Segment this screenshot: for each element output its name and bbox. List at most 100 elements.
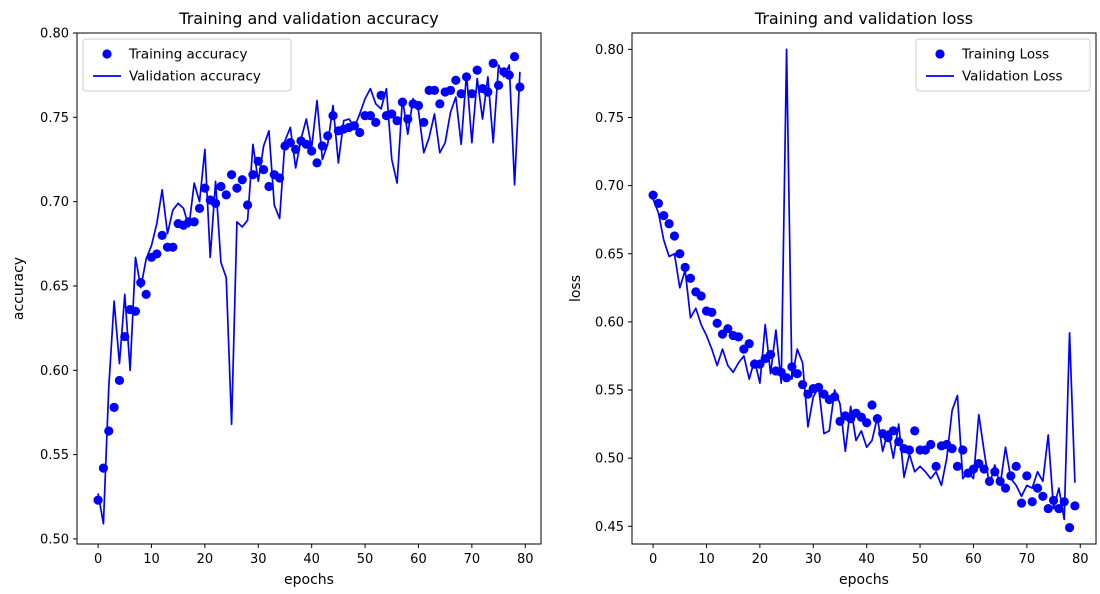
accuracy-training-point [365, 111, 376, 121]
accuracy-training-point [472, 65, 482, 75]
accuracy-training-point [259, 165, 269, 175]
accuracy-x-tick-label: 10 [143, 552, 160, 567]
loss-training-point [792, 369, 802, 379]
loss-series-validation-line [652, 48, 1076, 521]
accuracy-training-point [451, 75, 461, 85]
loss-training-point [659, 210, 669, 221]
loss-training-point [675, 249, 685, 259]
accuracy-training-point [189, 217, 199, 227]
accuracy-training-point [509, 52, 520, 62]
accuracy-x-tick-label: 70 [464, 552, 481, 567]
accuracy-y-tick-label: 0.75 [40, 111, 69, 126]
loss-legend-box [915, 38, 1091, 92]
loss-training-point [1064, 523, 1075, 533]
loss-legend: Training Loss Validation Loss [915, 38, 1091, 92]
loss-y-tick-label: 0.45 [595, 520, 624, 535]
loss-training-point [1000, 483, 1011, 493]
accuracy-training-point [371, 117, 381, 127]
accuracy-legend-label: Validation accuracy [129, 69, 261, 85]
accuracy-training-point [221, 190, 231, 200]
loss-chart: Training and validation loss 0 10 20 30 40 50 6… [568, 9, 1097, 588]
loss-training-point [1027, 497, 1037, 507]
accuracy-training-point [456, 89, 466, 99]
loss-y-tick-label: 0.60 [595, 315, 624, 330]
accuracy-x-tick-label: 80 [517, 552, 534, 567]
loss-training-point [1011, 461, 1021, 471]
accuracy-training-point [152, 249, 162, 259]
loss-legend-marker-swatch [935, 49, 945, 59]
accuracy-training-point [210, 198, 221, 208]
loss-chart-title: Training and validation loss [754, 9, 973, 28]
accuracy-y-tick-label: 0.50 [40, 532, 69, 547]
loss-training-point [696, 291, 706, 301]
accuracy-training-point [136, 277, 146, 288]
loss-training-point [952, 461, 963, 471]
accuracy-training-point [226, 170, 237, 180]
loss-x-tick-label: 10 [698, 552, 715, 567]
accuracy-y-tick-label: 0.70 [40, 195, 69, 210]
accuracy-training-point [264, 181, 274, 192]
accuracy-training-point [483, 87, 493, 97]
accuracy-training-point [419, 117, 429, 127]
loss-training-point [910, 426, 920, 436]
loss-training-point [1016, 498, 1027, 508]
loss-training-point [712, 318, 722, 328]
accuracy-training-point [317, 141, 327, 151]
accuracy-x-tick-label: 0 [94, 552, 102, 567]
loss-training-point [669, 231, 680, 241]
accuracy-x-tick-label: 60 [410, 552, 427, 567]
accuracy-training-point [98, 463, 109, 473]
accuracy-y-axis-title: accuracy [11, 257, 27, 320]
loss-legend-label: Validation Loss [962, 69, 1063, 85]
accuracy-training-point [194, 203, 205, 213]
loss-plot-frame [631, 32, 1097, 545]
accuracy-y-tick-label: 0.55 [40, 448, 69, 463]
accuracy-y-tick-label: 0.65 [40, 279, 69, 294]
accuracy-training-point [216, 181, 226, 192]
accuracy-training-point [445, 85, 456, 95]
accuracy-training-point [109, 402, 119, 412]
loss-x-tick-label: 30 [805, 552, 822, 567]
accuracy-training-point [413, 100, 424, 111]
loss-training-point [1038, 491, 1048, 501]
loss-y-axis-title: loss [568, 275, 584, 302]
loss-training-point [888, 426, 898, 436]
accuracy-training-point [488, 58, 498, 68]
accuracy-legend: Training accuracy Validation accuracy [82, 38, 292, 92]
loss-x-tick-label: 20 [752, 552, 769, 567]
loss-y-tick-label: 0.70 [595, 179, 624, 194]
loss-x-axis-title: epochs [839, 572, 889, 588]
accuracy-training-point [307, 146, 317, 156]
accuracy-training-point [355, 127, 365, 138]
loss-x-tick-label: 50 [912, 552, 929, 567]
loss-x-tick-label: 60 [965, 552, 982, 567]
loss-training-point [723, 324, 733, 334]
accuracy-training-point [429, 85, 440, 95]
loss-training-point [707, 307, 717, 317]
loss-training-point [685, 273, 696, 283]
accuracy-y-tick-label: 0.80 [40, 27, 69, 42]
loss-x-tick-label: 80 [1072, 552, 1089, 567]
loss-training-point [958, 445, 968, 455]
accuracy-training-point [435, 99, 445, 109]
loss-training-point [781, 373, 792, 383]
accuracy-training-point [141, 289, 151, 300]
accuracy-plot-frame [76, 32, 542, 545]
loss-training-point [733, 332, 744, 342]
accuracy-training-point [168, 242, 178, 252]
accuracy-chart: Training and validation accuracy 0 10 20 30 4… [11, 9, 542, 588]
loss-training-point [1043, 503, 1053, 514]
accuracy-legend-box [82, 38, 292, 92]
accuracy-training-point [237, 175, 247, 185]
loss-training-point [862, 418, 872, 428]
accuracy-training-point [242, 200, 253, 210]
loss-x-tick-label: 0 [649, 552, 657, 567]
accuracy-x-tick-label: 40 [303, 552, 320, 567]
loss-training-point [867, 400, 877, 410]
accuracy-legend-marker-swatch [102, 49, 112, 59]
loss-training-point [797, 379, 808, 390]
loss-y-tick-label: 0.55 [595, 384, 624, 399]
loss-training-point [926, 439, 936, 450]
loss-y-tick-label: 0.50 [595, 452, 624, 467]
